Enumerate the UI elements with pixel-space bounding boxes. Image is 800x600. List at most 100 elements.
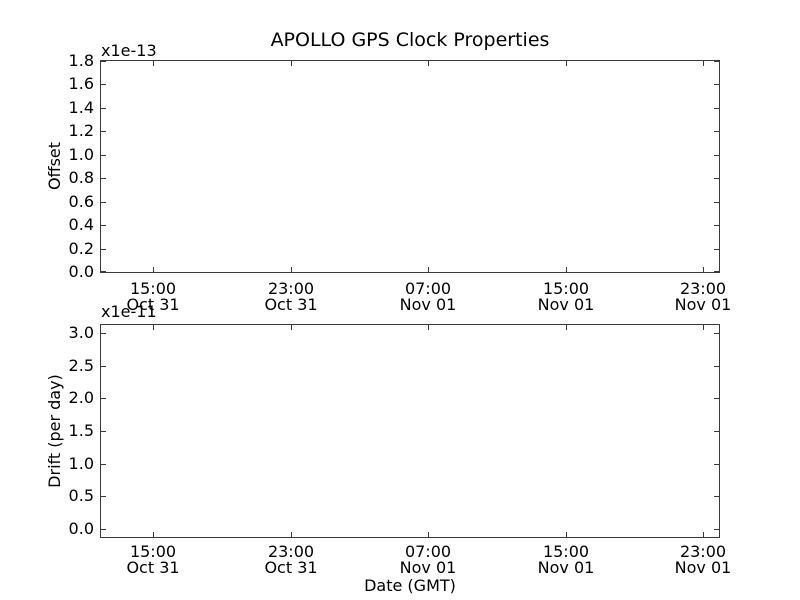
x-tick-date: Nov 01 <box>537 295 595 314</box>
tick-mark <box>703 532 704 537</box>
x-tick-label: 23:00 Nov 01 <box>658 281 748 313</box>
x-tick-time: 07:00 <box>404 279 452 298</box>
y-tick-label: 3.0 <box>68 323 94 342</box>
x-tick-label: 15:00 Oct 31 <box>108 544 198 576</box>
y-tick-label: 0.4 <box>68 215 94 234</box>
tick-mark <box>566 325 567 330</box>
tick-mark <box>291 267 292 272</box>
tick-mark <box>101 249 106 250</box>
x-tick-time: 23:00 <box>267 542 315 561</box>
chart-title: APOLLO GPS Clock Properties <box>270 29 550 51</box>
tick-mark <box>101 529 106 530</box>
y-tick-label: 1.2 <box>68 121 94 140</box>
drift-plot-area <box>100 324 720 538</box>
x-tick-time: 07:00 <box>404 542 452 561</box>
tick-mark <box>101 271 106 272</box>
tick-mark <box>714 84 719 85</box>
y-tick-label: 1.4 <box>68 98 94 117</box>
x-tick-label: 07:00 Nov 01 <box>383 544 473 576</box>
y-tick-label: 0.2 <box>68 239 94 258</box>
tick-mark <box>101 84 106 85</box>
tick-mark <box>101 61 106 62</box>
tick-mark <box>101 155 106 156</box>
x-tick-date: Nov 01 <box>399 558 457 577</box>
tick-mark <box>428 61 429 66</box>
y-tick-label: 1.8 <box>68 51 94 70</box>
tick-mark <box>714 61 719 62</box>
tick-mark <box>101 333 106 334</box>
x-tick-time: 15:00 <box>542 279 590 298</box>
tick-mark <box>291 325 292 330</box>
x-tick-label: 23:00 Nov 01 <box>658 544 748 576</box>
tick-mark <box>703 61 704 66</box>
tick-mark <box>714 464 719 465</box>
tick-mark <box>714 249 719 250</box>
x-tick-label: 15:00 Nov 01 <box>521 544 611 576</box>
x-tick-time: 15:00 <box>129 279 177 298</box>
tick-mark <box>291 532 292 537</box>
tick-mark <box>714 108 719 109</box>
y-tick-label: 1.0 <box>68 145 94 164</box>
offset-y-axis-label: Offset <box>45 141 64 191</box>
x-tick-label: 23:00 Oct 31 <box>246 281 336 313</box>
tick-mark <box>714 366 719 367</box>
tick-mark <box>101 108 106 109</box>
x-tick-time: 15:00 <box>129 542 177 561</box>
tick-mark <box>101 398 106 399</box>
x-tick-date: Oct 31 <box>264 295 318 314</box>
tick-mark <box>153 61 154 66</box>
tick-mark <box>714 398 719 399</box>
tick-mark <box>566 61 567 66</box>
tick-mark <box>428 325 429 330</box>
tick-mark <box>153 532 154 537</box>
offset-plot-area <box>100 60 720 273</box>
tick-mark <box>566 532 567 537</box>
tick-mark <box>101 225 106 226</box>
x-tick-time: 23:00 <box>679 279 727 298</box>
y-tick-label: 0.5 <box>68 486 94 505</box>
y-tick-label: 0.8 <box>68 168 94 187</box>
tick-mark <box>101 431 106 432</box>
x-tick-date: Nov 01 <box>537 558 595 577</box>
tick-mark <box>101 496 106 497</box>
tick-mark <box>714 178 719 179</box>
x-tick-time: 23:00 <box>679 542 727 561</box>
tick-mark <box>101 366 106 367</box>
offset-y-scale-label: x1e-13 <box>101 41 157 60</box>
y-tick-label: 1.6 <box>68 74 94 93</box>
x-tick-time: 23:00 <box>267 279 315 298</box>
tick-mark <box>291 61 292 66</box>
x-tick-time: 15:00 <box>542 542 590 561</box>
tick-mark <box>714 131 719 132</box>
x-tick-label: 15:00 Oct 31 <box>108 281 198 313</box>
y-tick-label: 0.0 <box>68 262 94 281</box>
y-tick-label: 2.0 <box>68 388 94 407</box>
tick-mark <box>703 325 704 330</box>
tick-mark <box>153 267 154 272</box>
y-tick-label: 1.5 <box>68 421 94 440</box>
tick-mark <box>101 178 106 179</box>
x-tick-date: Oct 31 <box>264 558 318 577</box>
y-tick-label: 0.0 <box>68 519 94 538</box>
x-tick-date: Oct 31 <box>126 558 180 577</box>
tick-mark <box>714 202 719 203</box>
x-tick-date: Nov 01 <box>674 558 732 577</box>
tick-mark <box>703 267 704 272</box>
tick-mark <box>714 155 719 156</box>
tick-mark <box>101 464 106 465</box>
x-tick-date: Oct 31 <box>126 295 180 314</box>
tick-mark <box>566 267 567 272</box>
drift-y-scale-label: x1e-11 <box>101 302 157 321</box>
x-tick-date: Nov 01 <box>399 295 457 314</box>
tick-mark <box>153 325 154 330</box>
tick-mark <box>714 333 719 334</box>
tick-mark <box>714 496 719 497</box>
tick-mark <box>101 202 106 203</box>
x-tick-label: 15:00 Nov 01 <box>521 281 611 313</box>
tick-mark <box>428 532 429 537</box>
x-tick-label: 07:00 Nov 01 <box>383 281 473 313</box>
x-tick-label: 23:00 Oct 31 <box>246 544 336 576</box>
x-axis-label: Date (GMT) <box>364 576 456 595</box>
tick-mark <box>101 131 106 132</box>
